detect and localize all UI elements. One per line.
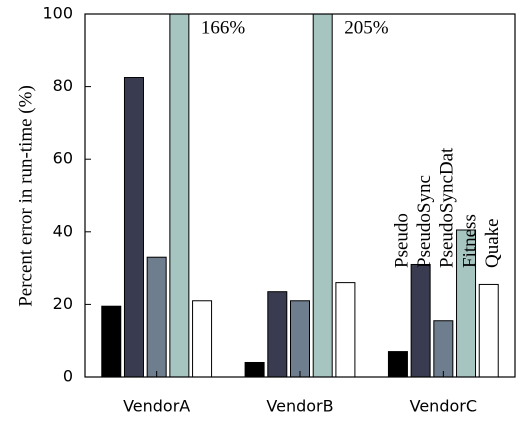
bar <box>244 361 265 377</box>
legend-label: Fitness <box>459 214 480 268</box>
x-tick-label: VendorB <box>266 397 333 416</box>
bar <box>169 14 190 377</box>
y-tick-label: 60 <box>53 149 73 168</box>
bar <box>290 300 310 377</box>
bar <box>312 14 333 377</box>
legend-label: Pseudo <box>391 213 412 268</box>
bar <box>410 263 431 377</box>
value-label: 205% <box>344 17 389 38</box>
bar <box>478 283 499 377</box>
y-tick-label: 40 <box>53 221 73 240</box>
bars <box>101 14 499 377</box>
bar <box>101 305 122 377</box>
y-tick-label: 0 <box>63 367 73 386</box>
x-tick-label: VendorA <box>123 397 190 416</box>
x-tick-label: VendorC <box>410 397 477 416</box>
y-tick-label: 80 <box>53 76 73 95</box>
bar <box>335 282 356 377</box>
bar <box>146 256 167 377</box>
y-axis-label: Percent error in run-time (%) <box>15 85 36 307</box>
bar <box>192 300 213 377</box>
legend-label: PseudoSyncDat <box>437 147 458 268</box>
bar <box>267 291 288 377</box>
legend-label: PseudoSync <box>414 175 435 268</box>
bar <box>387 351 408 377</box>
legend-label: Quake <box>482 218 503 268</box>
value-label: 166% <box>201 17 246 38</box>
bar <box>456 229 477 377</box>
y-tick-label: 20 <box>53 294 73 313</box>
bar <box>123 77 144 377</box>
bar <box>433 320 454 377</box>
y-tick-label: 100 <box>42 4 73 23</box>
